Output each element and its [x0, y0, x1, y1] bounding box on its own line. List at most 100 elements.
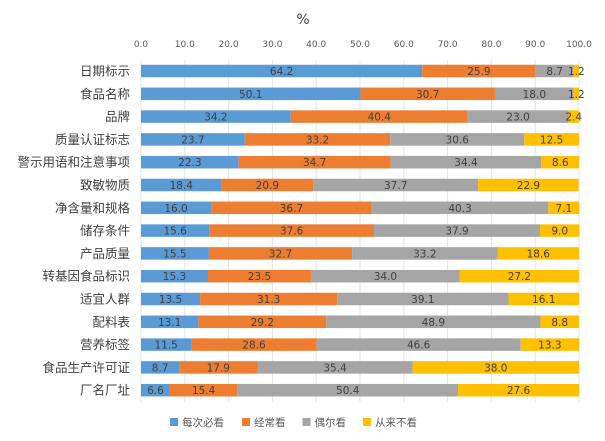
data-label: 28.6: [242, 340, 266, 352]
bar-segment: [390, 133, 525, 146]
legend-label: 经常看: [254, 416, 286, 429]
category-label: 转基因食品标识: [42, 269, 130, 284]
data-label: 20.9: [256, 180, 279, 192]
data-label: 27.2: [508, 271, 531, 283]
data-label: 34.2: [204, 112, 227, 124]
data-label: 33.2: [413, 248, 436, 260]
bar-segment: [360, 87, 495, 101]
data-label: 64.2: [270, 66, 293, 78]
data-label: 9.0: [551, 226, 568, 238]
bar-segment: [141, 361, 180, 374]
data-label: 40.3: [448, 203, 471, 215]
bar-segment: [141, 155, 239, 169]
bar-segment: [141, 133, 245, 146]
legend: 每次必看 经常看 偶尔看 从来不看: [170, 416, 417, 429]
data-label: 17.9: [207, 362, 230, 374]
legend-label: 偶尔看: [315, 416, 347, 429]
x-tick-label: 20.0: [219, 40, 239, 50]
data-label: 6.6: [147, 385, 164, 397]
data-label: 29.2: [251, 317, 274, 329]
bar-segment: [422, 64, 536, 78]
data-label: 16.0: [164, 203, 187, 215]
x-tick-label: 90.0: [525, 40, 545, 50]
data-label: 37.9: [445, 226, 468, 238]
chart-title: %: [296, 12, 309, 28]
bar-segment: [459, 269, 579, 283]
bar-segment: [141, 383, 170, 397]
bar-segment: [467, 110, 569, 123]
data-label: 13.1: [158, 317, 181, 329]
bar-segment: [540, 224, 580, 237]
bar-segment: [535, 64, 574, 78]
data-labels: 64.2 25.9 8.7 1.2 50.1 30.7 18.0 1.2 34.2 40.4 23.…: [147, 66, 585, 397]
data-label: 37.7: [384, 180, 407, 192]
data-label: 15.6: [163, 226, 187, 238]
bar-segment: [141, 224, 210, 237]
bar-segment: [141, 87, 361, 101]
bar-segment: [326, 315, 541, 329]
data-label: 12.5: [540, 134, 563, 146]
bar-segment: [540, 315, 579, 329]
bar-segment: [352, 247, 498, 260]
data-label: 15.3: [163, 271, 186, 283]
data-label: 15.4: [192, 385, 216, 397]
bar-segment: [374, 224, 541, 237]
legend-swatch: [302, 418, 311, 426]
x-tick-label: 10.0: [175, 40, 195, 50]
data-label: 18.6: [527, 248, 551, 260]
data-label: 23.5: [248, 271, 271, 283]
data-label: 8.7: [546, 66, 563, 78]
category-label: 储存条件: [80, 223, 130, 238]
bar-segment: [458, 383, 579, 397]
bar-segment: [412, 361, 579, 374]
bar-segment: [573, 87, 579, 101]
bar-segment: [390, 155, 542, 169]
bar-segment: [141, 64, 423, 78]
data-label: 16.1: [532, 294, 555, 306]
bar-segment: [208, 269, 311, 283]
data-label: 11.5: [154, 340, 177, 352]
data-label: 23.7: [181, 134, 204, 146]
category-label: 日期标示: [80, 64, 130, 79]
bar-segment: [541, 155, 579, 169]
bar-segment: [310, 269, 460, 283]
x-tick-label: 30.0: [262, 40, 282, 50]
data-label: 2.4: [565, 112, 582, 124]
data-label: 37.6: [280, 226, 304, 238]
data-label: 36.7: [280, 203, 303, 215]
legend-swatch: [170, 418, 178, 426]
bar-segment: [141, 338, 192, 351]
data-label: 34.7: [303, 157, 326, 169]
bar-segment: [141, 201, 212, 215]
bar-segment: [520, 338, 579, 351]
bar-segment: [290, 110, 468, 123]
data-label: 25.9: [467, 66, 490, 78]
bar-segment: [200, 292, 338, 306]
bar-segment: [141, 178, 222, 192]
data-label: 1.2: [568, 89, 585, 101]
bar-segment: [179, 361, 258, 374]
bar-segment: [244, 133, 391, 146]
bar-segment: [568, 110, 579, 123]
category-label: 警示用语和注意事项: [17, 155, 130, 170]
data-label: 8.7: [152, 362, 169, 374]
bar-segment: [141, 247, 209, 260]
x-tick-label: 60.0: [394, 40, 414, 50]
bar-segment: [548, 201, 580, 215]
data-label: 13.5: [159, 294, 182, 306]
bar-segment: [508, 292, 579, 306]
bar-segment: [497, 247, 579, 260]
data-label: 8.6: [552, 157, 569, 169]
bar-segment: [257, 361, 413, 374]
data-label: 32.7: [269, 248, 292, 260]
data-label: 33.2: [306, 134, 329, 146]
category-label: 食品生产许可证: [42, 360, 130, 375]
data-label: 18.4: [170, 180, 194, 192]
bar-segment: [141, 292, 201, 306]
data-label: 39.1: [411, 294, 434, 306]
legend-swatch: [242, 418, 250, 426]
legend-label: 从来不看: [375, 416, 417, 429]
bar-segment: [221, 178, 314, 192]
data-label: 22.3: [178, 157, 201, 169]
